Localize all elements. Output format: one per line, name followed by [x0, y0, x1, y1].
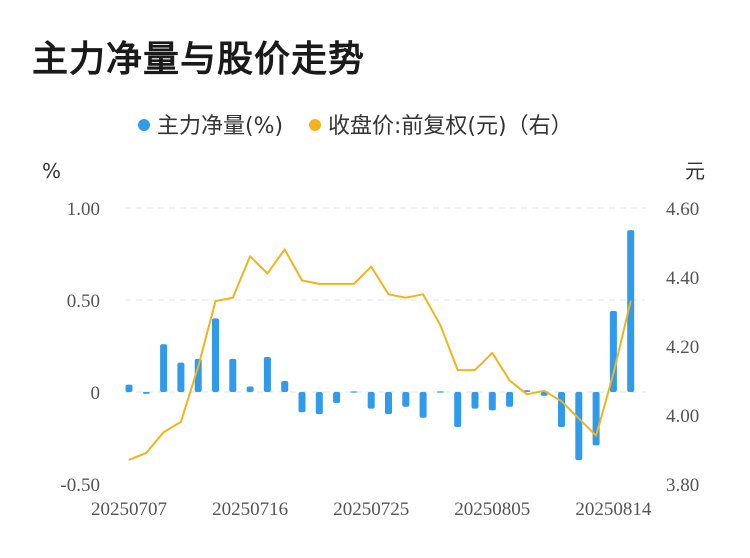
price-point	[301, 279, 303, 282]
x-tick-label: 20250805	[454, 499, 530, 520]
price-point	[249, 255, 251, 257]
bar	[506, 392, 514, 407]
left-tick-label: 0	[91, 383, 101, 404]
x-axis-ticks: 20250707 20250716 20250725 20250805 20250814	[91, 499, 652, 520]
bar	[367, 392, 375, 409]
right-tick-label: 4.20	[666, 337, 699, 358]
bar	[436, 391, 444, 393]
bar	[419, 392, 427, 418]
price-point	[163, 431, 165, 433]
bar	[194, 358, 202, 392]
bar	[471, 392, 479, 409]
price-point	[422, 293, 424, 295]
legend: 主力净量(%) 收盘价:前复权(元)（右）	[138, 114, 573, 139]
legend-dot-line	[309, 119, 321, 131]
price-point	[370, 266, 372, 268]
bar	[627, 230, 635, 392]
bar	[212, 318, 219, 392]
bar	[333, 392, 341, 403]
bar	[609, 311, 617, 392]
right-tick-label: 4.40	[666, 268, 699, 289]
price-point	[578, 417, 580, 419]
bar	[454, 392, 462, 427]
price-point	[214, 300, 217, 302]
right-tick-label: 4.60	[666, 199, 699, 220]
legend-dot-bar	[138, 119, 150, 131]
price-point	[353, 283, 355, 285]
price-point	[612, 373, 615, 375]
bar	[281, 381, 289, 392]
price-point	[457, 369, 459, 371]
left-tick-label: 1.00	[67, 199, 100, 220]
x-tick-label: 20250725	[333, 499, 409, 520]
x-tick-label: 20250707	[91, 499, 167, 520]
price-point	[266, 272, 268, 275]
price-point	[232, 297, 234, 299]
bar	[558, 392, 565, 427]
price-point	[439, 324, 441, 326]
bar	[315, 392, 323, 415]
right-tick-label: 4.00	[666, 406, 699, 427]
price-point	[405, 297, 407, 299]
left-tick-label: -0.50	[60, 475, 100, 496]
price-point	[128, 459, 130, 461]
bar	[523, 390, 531, 392]
price-point	[197, 366, 199, 368]
chart-title: 主力净量与股价走势	[32, 39, 366, 80]
bar	[298, 392, 306, 413]
gridlines	[125, 207, 645, 393]
bar-series	[125, 230, 635, 461]
bar	[142, 392, 150, 394]
price-point	[336, 283, 338, 285]
left-axis-ticks: 1.00 0.50 0 -0.50	[60, 199, 100, 496]
price-line	[128, 248, 632, 461]
price-point	[560, 400, 563, 402]
right-axis-ticks: 4.60 4.40 4.20 4.00 3.80	[666, 199, 699, 496]
bar	[125, 384, 133, 392]
price-point	[284, 248, 286, 250]
x-tick-label: 20250814	[575, 499, 652, 520]
bar	[592, 392, 600, 446]
left-tick-label: 0.50	[67, 291, 100, 312]
line-series	[128, 248, 632, 461]
right-tick-label: 3.80	[666, 475, 699, 496]
price-point	[491, 352, 493, 354]
price-point	[145, 452, 147, 454]
price-point	[595, 435, 597, 437]
price-point	[318, 283, 320, 285]
price-point	[474, 369, 476, 371]
price-point	[387, 293, 390, 295]
bar	[177, 362, 185, 392]
price-point	[509, 379, 511, 382]
legend-label-line: 收盘价:前复权(元)（右）	[328, 114, 573, 139]
price-point	[526, 393, 528, 395]
bar	[402, 392, 410, 407]
bar	[575, 392, 583, 461]
bar	[229, 358, 237, 392]
price-point	[630, 300, 632, 302]
price-point	[180, 421, 182, 423]
bar	[263, 357, 271, 392]
price-point	[543, 390, 545, 392]
bar	[488, 392, 496, 411]
x-tick-label: 20250716	[212, 499, 288, 520]
bar	[160, 344, 168, 392]
bar	[350, 391, 358, 393]
right-axis-unit: 元	[685, 159, 705, 183]
bar	[385, 392, 392, 415]
bar	[246, 386, 254, 392]
legend-label-bar: 主力净量(%)	[157, 114, 283, 139]
left-axis-unit: %	[42, 159, 61, 183]
